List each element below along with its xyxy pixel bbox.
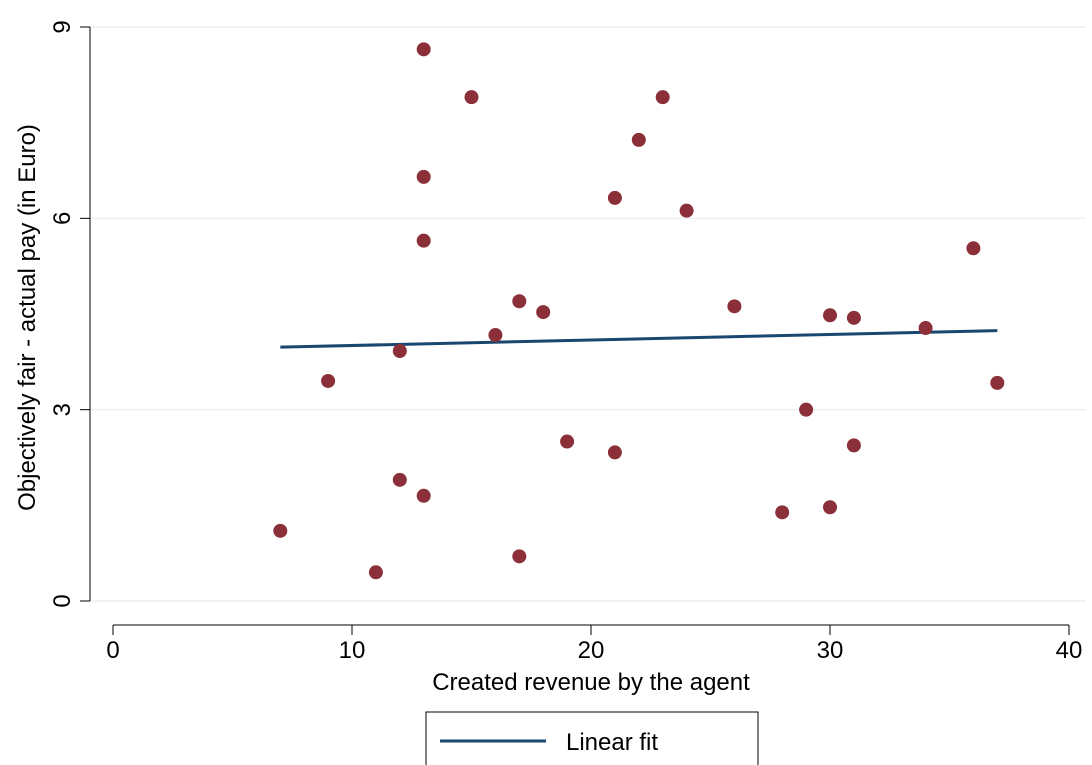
- scatter-point-17: [607, 445, 622, 460]
- scatter-point-5: [392, 472, 407, 487]
- scatter-point-26: [846, 310, 861, 325]
- scatter-point-3: [368, 565, 383, 580]
- y-tick-label-6: 6: [49, 212, 76, 225]
- scatter-point-12: [512, 294, 527, 309]
- scatter-point-6: [416, 42, 431, 57]
- scatter-point-10: [464, 90, 479, 105]
- x-tick-label-10: 10: [339, 637, 366, 664]
- scatter-point-14: [536, 305, 551, 320]
- axes: [80, 26, 1070, 635]
- scatter-point-29: [966, 241, 981, 256]
- scatter-point-4: [392, 343, 407, 358]
- scatter-point-23: [799, 402, 814, 417]
- scatter-point-8: [416, 233, 431, 248]
- scatter-point-11: [488, 328, 503, 343]
- scatter-point-1: [273, 523, 288, 538]
- scatter-point-25: [823, 500, 837, 515]
- scatter-point-7: [416, 169, 431, 184]
- scatter-points: [273, 42, 1005, 580]
- y-tick-label-9: 9: [49, 20, 76, 33]
- legend-label-linear-fit: Linear fit: [566, 729, 658, 756]
- scatter-point-13: [512, 549, 527, 564]
- scatter-point-21: [727, 299, 742, 314]
- x-axis-title: Created revenue by the agent: [432, 669, 750, 696]
- scatter-point-19: [655, 90, 670, 105]
- scatter-point-24: [823, 308, 837, 323]
- x-tick-label-40: 40: [1056, 637, 1083, 664]
- y-tick-label-0: 0: [49, 594, 76, 607]
- scatter-point-15: [560, 434, 575, 449]
- tick-labels: 0 3 6 9 0 10 20 30 40: [49, 20, 1082, 664]
- scatter-point-2: [321, 373, 336, 388]
- scatter-point-9: [416, 488, 431, 503]
- scatter-point-18: [631, 132, 646, 147]
- scatter-point-22: [775, 505, 790, 520]
- x-tick-label-20: 20: [578, 637, 605, 664]
- y-tick-label-3: 3: [49, 403, 76, 416]
- y-axis-title: Objectively fair - actual pay (in Euro): [14, 124, 41, 511]
- scatter-point-27: [846, 438, 861, 453]
- legend: Linear fit: [425, 711, 759, 765]
- x-tick-label-0: 0: [106, 637, 119, 664]
- scatter-point-16: [607, 190, 622, 205]
- x-tick-label-30: 30: [817, 637, 844, 664]
- scatter-point-30: [990, 375, 1005, 390]
- legend-box: [425, 711, 759, 765]
- scatter-point-20: [679, 203, 694, 218]
- grid-lines: [90, 26, 1086, 602]
- scatter-point-28: [918, 321, 933, 336]
